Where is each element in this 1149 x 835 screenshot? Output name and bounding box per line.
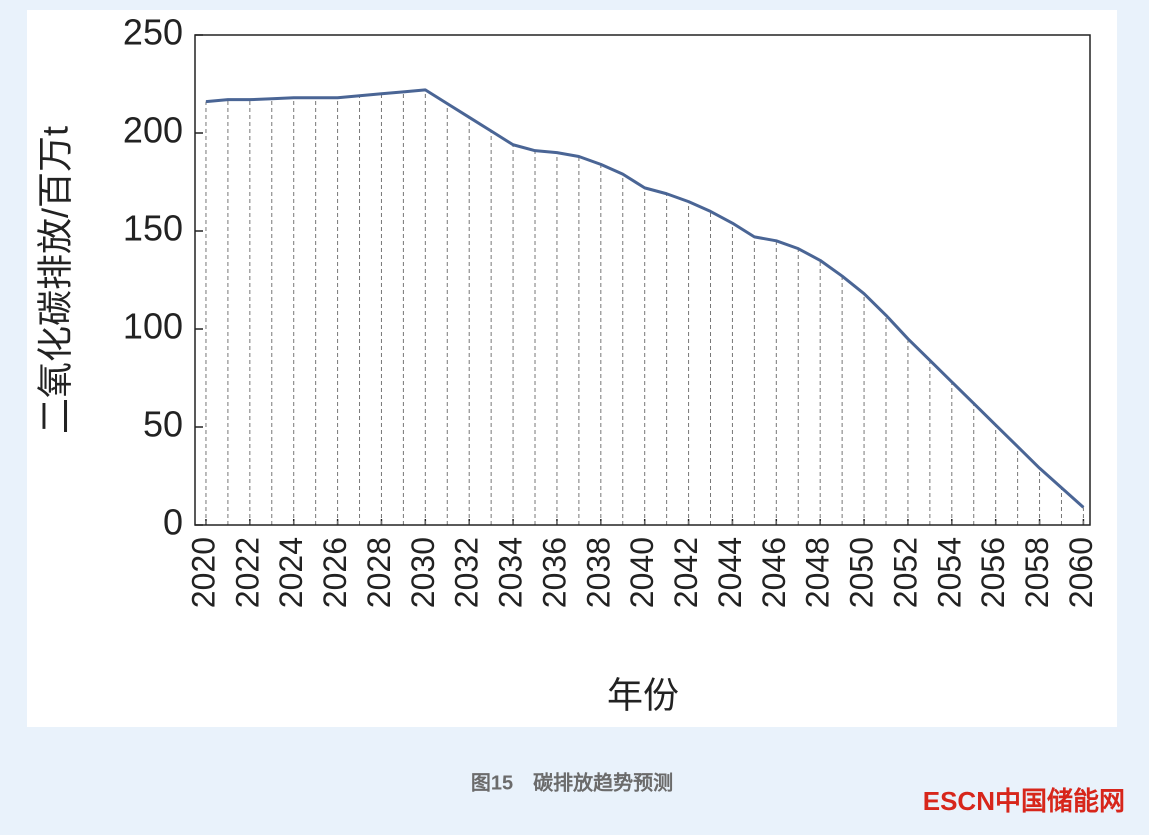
y-tick-label: 150: [123, 208, 183, 249]
y-axis-title: 二氧化碳排放/百万t: [35, 126, 76, 434]
x-tick-label: 2056: [975, 537, 1011, 608]
x-tick-label: 2040: [624, 537, 660, 608]
x-tick-label: 2032: [449, 537, 485, 608]
y-tick-label: 250: [123, 12, 183, 53]
y-tick-label: 200: [123, 110, 183, 151]
x-tick-label: 2052: [887, 537, 923, 608]
x-tick-label: 2054: [931, 537, 967, 608]
x-tick-label: 2058: [1019, 537, 1055, 608]
x-tick-label: 2038: [580, 537, 616, 608]
x-tick-label: 2036: [536, 537, 572, 608]
x-tick-label: 2022: [229, 537, 265, 608]
x-tick-label: 2028: [361, 537, 397, 608]
x-tick-label: 2044: [712, 537, 748, 608]
x-tick-label: 2024: [273, 537, 309, 608]
x-tick-label: 2046: [756, 537, 792, 608]
x-tick-label: 2048: [800, 537, 836, 608]
plot-frame: [194, 34, 1091, 526]
logo: ESCN中国储能网: [923, 786, 1125, 816]
x-tick-label: 2034: [493, 537, 529, 608]
x-tick-label: 2042: [668, 537, 704, 608]
y-tick-label: 0: [163, 502, 183, 543]
x-tick-label: 2050: [844, 537, 880, 608]
x-tick-label: 2026: [317, 537, 353, 608]
data-line: [205, 88, 1085, 509]
caption: 图15 碳排放趋势预测: [471, 770, 673, 794]
x-tick-label: 2020: [185, 537, 221, 608]
y-tick-label: 50: [143, 404, 183, 445]
x-tick-label: 2060: [1063, 537, 1099, 608]
chart-panel: [27, 10, 1117, 727]
y-tick-label: 100: [123, 306, 183, 347]
x-tick-label: 2030: [405, 537, 441, 608]
x-axis-title: 年份: [607, 675, 679, 716]
